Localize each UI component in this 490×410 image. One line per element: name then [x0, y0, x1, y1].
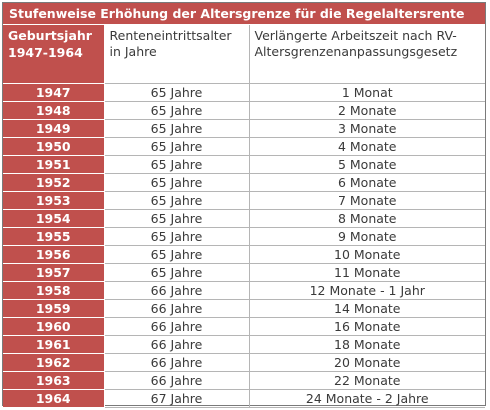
birth-year-cell: 1960 [3, 317, 105, 336]
retirement-age-cell: 65 Jahre [104, 263, 250, 282]
header-extended-work-time: Verlängerte Arbeitszeit nach RV-Altersgr… [249, 25, 485, 84]
table-row: 1963 66 Jahre 22 Monate [3, 371, 485, 390]
extended-work-time-cell: 8 Monate [249, 209, 485, 228]
retirement-age-cell: 65 Jahre [104, 209, 250, 228]
birth-year-cell: 1958 [3, 281, 105, 300]
birth-year-cell: 1952 [3, 173, 105, 192]
extended-work-time-cell: 2 Monate [249, 101, 485, 120]
retirement-age-table: Geburtsjahr 1947-1964 Renteneintrittsalt… [3, 25, 485, 408]
extended-work-time-cell: 7 Monate [249, 191, 485, 210]
table-row: 1956 65 Jahre 10 Monate [3, 245, 485, 264]
birth-year-cell: 1949 [3, 119, 105, 138]
extended-work-time-cell: 18 Monate [249, 335, 485, 354]
extended-work-time-cell: 20 Monate [249, 353, 485, 372]
retirement-age-cell: 66 Jahre [104, 281, 250, 300]
extended-work-time-cell: 4 Monate [249, 137, 485, 156]
extended-work-time-cell: 11 Monate [249, 263, 485, 282]
table-row: 1959 66 Jahre 14 Monate [3, 299, 485, 318]
extended-work-time-cell: 16 Monate [249, 317, 485, 336]
table-row: 1949 65 Jahre 3 Monate [3, 119, 485, 138]
birth-year-cell: 1947 [3, 83, 105, 102]
birth-year-cell: 1948 [3, 101, 105, 120]
retirement-age-cell: 65 Jahre [104, 83, 250, 102]
extended-work-time-cell: 14 Monate [249, 299, 485, 318]
header-birth-year: Geburtsjahr 1947-1964 [3, 25, 105, 84]
table-row: 1947 65 Jahre 1 Monat [3, 83, 485, 102]
birth-year-cell: 1961 [3, 335, 105, 354]
table-row: 1948 65 Jahre 2 Monate [3, 101, 485, 120]
extended-work-time-cell: 10 Monate [249, 245, 485, 264]
extended-work-time-cell: 9 Monate [249, 227, 485, 246]
table-row: 1962 66 Jahre 20 Monate [3, 353, 485, 372]
extended-work-time-cell: 12 Monate - 1 Jahr [249, 281, 485, 300]
birth-year-cell: 1950 [3, 137, 105, 156]
retirement-age-cell: 66 Jahre [104, 353, 250, 372]
table-row: 1953 65 Jahre 7 Monate [3, 191, 485, 210]
retirement-age-cell: 65 Jahre [104, 155, 250, 174]
header-retirement-age: Renteneintrittsalter in Jahre [104, 25, 250, 84]
retirement-age-cell: 65 Jahre [104, 137, 250, 156]
retirement-age-cell: 66 Jahre [104, 299, 250, 318]
header-row: Geburtsjahr 1947-1964 Renteneintrittsalt… [3, 25, 485, 84]
extended-work-time-cell: 22 Monate [249, 371, 485, 390]
extended-work-time-cell: 24 Monate - 2 Jahre [249, 389, 485, 408]
retirement-age-cell: 67 Jahre [104, 389, 250, 408]
table-row: 1955 65 Jahre 9 Monate [3, 227, 485, 246]
retirement-age-cell: 65 Jahre [104, 245, 250, 264]
retirement-age-cell: 66 Jahre [104, 371, 250, 390]
birth-year-cell: 1953 [3, 191, 105, 210]
table-row: 1954 65 Jahre 8 Monate [3, 209, 485, 228]
birth-year-cell: 1955 [3, 227, 105, 246]
table-row: 1952 65 Jahre 6 Monate [3, 173, 485, 192]
extended-work-time-cell: 6 Monate [249, 173, 485, 192]
birth-year-cell: 1951 [3, 155, 105, 174]
retirement-age-cell: 65 Jahre [104, 227, 250, 246]
extended-work-time-cell: 1 Monat [249, 83, 485, 102]
table-row: 1964 67 Jahre 24 Monate - 2 Jahre [3, 389, 485, 408]
table-row: 1961 66 Jahre 18 Monate [3, 335, 485, 354]
table-row: 1957 65 Jahre 11 Monate [3, 263, 485, 282]
retirement-age-cell: 65 Jahre [104, 119, 250, 138]
retirement-age-cell: 66 Jahre [104, 335, 250, 354]
table-title: Stufenweise Erhöhung der Altersgrenze fü… [3, 3, 485, 25]
birth-year-cell: 1962 [3, 353, 105, 372]
retirement-age-cell: 65 Jahre [104, 173, 250, 192]
table-row: 1951 65 Jahre 5 Monate [3, 155, 485, 174]
retirement-age-cell: 66 Jahre [104, 317, 250, 336]
retirement-age-cell: 65 Jahre [104, 101, 250, 120]
table-row: 1960 66 Jahre 16 Monate [3, 317, 485, 336]
birth-year-cell: 1963 [3, 371, 105, 390]
extended-work-time-cell: 5 Monate [249, 155, 485, 174]
birth-year-cell: 1957 [3, 263, 105, 282]
extended-work-time-cell: 3 Monate [249, 119, 485, 138]
birth-year-cell: 1964 [3, 389, 105, 408]
table-row: 1950 65 Jahre 4 Monate [3, 137, 485, 156]
birth-year-cell: 1954 [3, 209, 105, 228]
retirement-age-cell: 65 Jahre [104, 191, 250, 210]
birth-year-cell: 1956 [3, 245, 105, 264]
retirement-age-table-frame: Stufenweise Erhöhung der Altersgrenze fü… [2, 2, 486, 408]
birth-year-cell: 1959 [3, 299, 105, 318]
table-row: 1958 66 Jahre 12 Monate - 1 Jahr [3, 281, 485, 300]
